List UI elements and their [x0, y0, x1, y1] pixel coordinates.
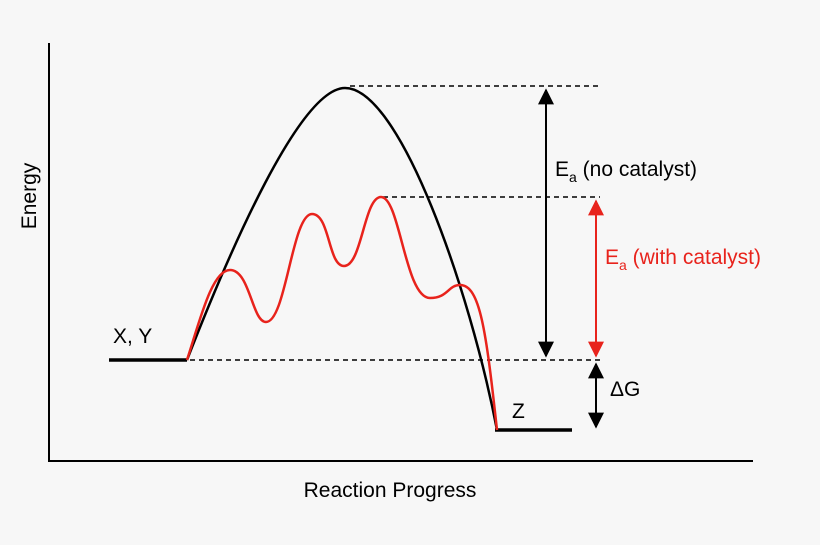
catalyzed-curve — [185, 195, 499, 431]
delta-g-label: ΔG — [610, 378, 640, 401]
reactants-label: X, Y — [113, 325, 152, 348]
y-axis-label: Energy — [18, 162, 41, 229]
x-axis-label: Reaction Progress — [304, 479, 477, 502]
ea-with-catalyst-label: Ea (with catalyst) — [605, 246, 761, 273]
ea-no-catalyst-label: Ea (no catalyst) — [555, 158, 697, 185]
products-label: Z — [512, 400, 525, 423]
uncatalyzed-curve — [185, 86, 499, 431]
